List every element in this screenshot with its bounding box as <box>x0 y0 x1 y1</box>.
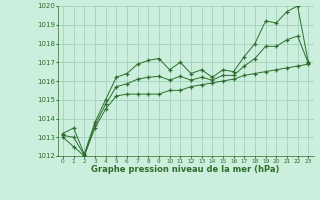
X-axis label: Graphe pression niveau de la mer (hPa): Graphe pression niveau de la mer (hPa) <box>92 165 280 174</box>
